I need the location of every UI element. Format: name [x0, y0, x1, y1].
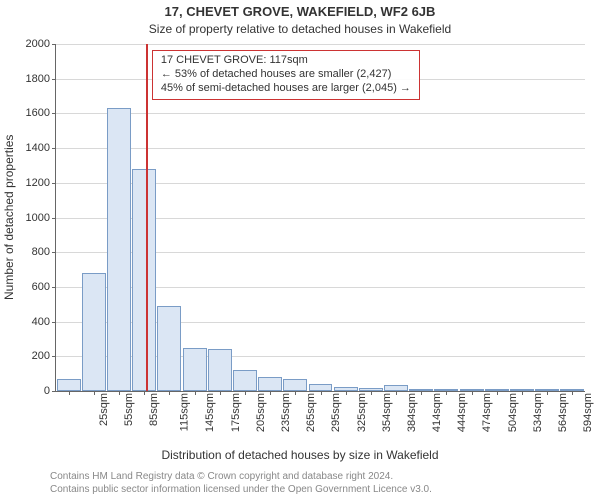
- x-tick-mark: [69, 391, 70, 395]
- y-tick-label: 1000: [26, 212, 50, 224]
- histogram-bar: [132, 169, 156, 391]
- y-tick-label: 0: [44, 385, 50, 397]
- x-tick-mark: [321, 391, 322, 395]
- annotation-line-smaller: ← 53% of detached houses are smaller (2,…: [161, 68, 411, 82]
- x-tick-label: 414sqm: [431, 393, 443, 432]
- footer-line1: Contains HM Land Registry data © Crown c…: [50, 471, 570, 484]
- x-tick-label: 205sqm: [255, 393, 267, 432]
- histogram-bar: [107, 108, 131, 391]
- histogram-bar: [258, 377, 282, 391]
- x-tick-mark: [195, 391, 196, 395]
- page-subtitle: Size of property relative to detached ho…: [0, 22, 600, 36]
- x-tick-label: 444sqm: [456, 393, 468, 432]
- x-tick-mark: [119, 391, 120, 395]
- annotation-line-larger: 45% of semi-detached houses are larger (…: [161, 82, 411, 96]
- y-tick-label: 200: [32, 350, 50, 362]
- x-tick-mark: [220, 391, 221, 395]
- x-tick-mark: [270, 391, 271, 395]
- y-tick-mark: [52, 79, 56, 80]
- gridline: [56, 44, 585, 45]
- x-tick-mark: [547, 391, 548, 395]
- x-tick-label: 85sqm: [148, 393, 160, 426]
- x-tick-mark: [396, 391, 397, 395]
- x-tick-label: 534sqm: [532, 393, 544, 432]
- x-tick-mark: [472, 391, 473, 395]
- histogram-bar: [208, 349, 232, 391]
- y-tick-mark: [52, 148, 56, 149]
- x-tick-mark: [169, 391, 170, 395]
- y-tick-mark: [52, 391, 56, 392]
- x-tick-label: 594sqm: [582, 393, 594, 432]
- property-marker-line: [146, 44, 148, 391]
- y-tick-label: 1600: [26, 107, 50, 119]
- x-tick-label: 354sqm: [381, 393, 393, 432]
- y-tick-label: 600: [32, 281, 50, 293]
- y-tick-label: 2000: [26, 38, 50, 50]
- x-tick-label: 504sqm: [507, 393, 519, 432]
- x-tick-label: 564sqm: [557, 393, 569, 432]
- property-annotation-box: 17 CHEVET GROVE: 117sqm ← 53% of detache…: [152, 50, 420, 100]
- y-tick-mark: [52, 183, 56, 184]
- annotation-line-size: 17 CHEVET GROVE: 117sqm: [161, 54, 411, 68]
- x-tick-mark: [295, 391, 296, 395]
- x-tick-label: 145sqm: [204, 393, 216, 432]
- x-tick-label: 175sqm: [230, 393, 242, 432]
- histogram-bar: [309, 384, 333, 391]
- y-tick-mark: [52, 113, 56, 114]
- x-tick-label: 325sqm: [356, 393, 368, 432]
- y-tick-mark: [52, 44, 56, 45]
- x-tick-label: 265sqm: [305, 393, 317, 432]
- x-tick-label: 115sqm: [178, 393, 190, 431]
- x-tick-label: 235sqm: [280, 393, 292, 432]
- histogram-bar: [233, 370, 257, 391]
- x-tick-mark: [446, 391, 447, 395]
- gridline: [56, 148, 585, 149]
- y-tick-mark: [52, 356, 56, 357]
- footer-line2: Contains public sector information licen…: [50, 484, 570, 497]
- y-tick-mark: [52, 287, 56, 288]
- x-tick-label: 474sqm: [482, 393, 494, 432]
- x-axis-label: Distribution of detached houses by size …: [0, 448, 600, 462]
- histogram-bar: [57, 379, 81, 391]
- histogram-plot: 020040060080010001200140016001800200025s…: [55, 44, 585, 392]
- y-tick-label: 1400: [26, 142, 50, 154]
- x-tick-label: 55sqm: [123, 393, 135, 426]
- x-tick-mark: [371, 391, 372, 395]
- y-tick-mark: [52, 218, 56, 219]
- x-tick-mark: [94, 391, 95, 395]
- y-axis-label: Number of detached properties: [2, 135, 16, 300]
- x-tick-mark: [522, 391, 523, 395]
- x-tick-mark: [144, 391, 145, 395]
- x-tick-mark: [497, 391, 498, 395]
- x-tick-label: 25sqm: [98, 393, 110, 426]
- y-tick-label: 1800: [26, 73, 50, 85]
- x-tick-label: 295sqm: [330, 393, 342, 432]
- page-title-address: 17, CHEVET GROVE, WAKEFIELD, WF2 6JB: [0, 4, 600, 19]
- y-tick-label: 1200: [26, 177, 50, 189]
- attribution-footer: Contains HM Land Registry data © Crown c…: [50, 471, 570, 496]
- histogram-bar: [183, 348, 207, 391]
- histogram-bar: [82, 273, 106, 391]
- x-tick-mark: [572, 391, 573, 395]
- x-tick-mark: [245, 391, 246, 395]
- x-tick-mark: [346, 391, 347, 395]
- y-tick-mark: [52, 322, 56, 323]
- y-tick-label: 400: [32, 316, 50, 328]
- gridline: [56, 113, 585, 114]
- x-tick-mark: [421, 391, 422, 395]
- y-tick-mark: [52, 252, 56, 253]
- x-tick-label: 384sqm: [406, 393, 418, 432]
- y-tick-label: 800: [32, 246, 50, 258]
- histogram-bar: [157, 306, 181, 391]
- histogram-bar: [283, 379, 307, 391]
